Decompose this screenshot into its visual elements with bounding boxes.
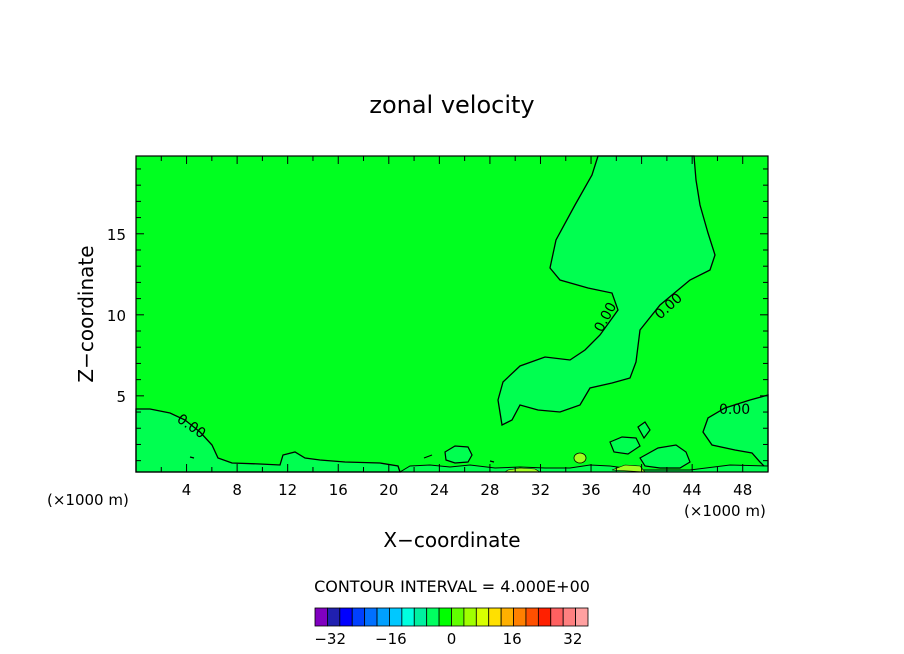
x-tick-label: 40 xyxy=(632,481,651,499)
x-tick-label: 4 xyxy=(182,481,192,499)
x-tick-label: 8 xyxy=(232,481,242,499)
x-unit-right: (×1000 m) xyxy=(684,502,766,520)
colorbar-swatch xyxy=(475,607,490,627)
contour-island-3 xyxy=(639,444,691,469)
colorbar-swatch xyxy=(426,607,440,627)
chart-title: zonal velocity xyxy=(369,91,534,119)
colorbar-tick-label: −32 xyxy=(314,630,346,648)
colorbar-swatch xyxy=(562,607,576,627)
contour-island-1 xyxy=(444,445,473,464)
axis-ticks xyxy=(136,156,768,472)
colorbar-swatch xyxy=(413,607,428,627)
x-tick-label: 48 xyxy=(733,481,752,499)
x-tick-label: 44 xyxy=(683,481,702,499)
colorbar-swatch xyxy=(488,607,502,627)
plot-frame xyxy=(135,155,769,473)
x-unit-left: (×1000 m) xyxy=(47,491,129,509)
contour-label: 0.00 xyxy=(719,402,750,418)
colorbar-swatch xyxy=(537,607,552,627)
x-tick-label: 36 xyxy=(581,481,600,499)
colorbar-tick-labels: −32 −16 0 16 32 xyxy=(314,630,582,648)
contour-island-4 xyxy=(637,421,651,440)
colorbar-swatch xyxy=(550,607,564,627)
positive-patch-1 xyxy=(573,452,587,464)
colorbar-tick-label: 32 xyxy=(563,630,582,648)
y-tick-label: 10 xyxy=(107,307,126,325)
colorbar-swatch xyxy=(314,607,328,627)
contour-region-upper-right xyxy=(497,155,716,426)
x-tick-label: 32 xyxy=(531,481,550,499)
y-tick-label: 5 xyxy=(116,388,126,406)
colorbar-tick-label: −16 xyxy=(375,630,407,648)
colorbar-tick-label: 16 xyxy=(503,630,522,648)
contour-layer xyxy=(135,155,769,473)
positive-patch-2 xyxy=(611,464,646,473)
colorbar-swatch xyxy=(327,607,341,627)
contour-tick-a xyxy=(423,454,433,459)
y-tick-label: 15 xyxy=(107,226,126,244)
x-tick-label: 16 xyxy=(329,481,348,499)
colorbar-swatch xyxy=(513,607,527,627)
colorbar-swatch xyxy=(376,607,390,627)
colorbar-swatch xyxy=(525,607,539,627)
y-axis-label: Z−coordinate xyxy=(74,245,98,382)
x-tick-label: 24 xyxy=(430,481,449,499)
y-tick-labels: 5 10 15 xyxy=(107,226,126,406)
x-tick-label: 28 xyxy=(480,481,499,499)
colorbar-swatch xyxy=(351,607,366,627)
colorbar-swatch xyxy=(500,607,514,627)
colorbar-swatch xyxy=(339,607,353,627)
colorbar-swatch xyxy=(451,607,465,627)
colorbar-swatch xyxy=(438,607,452,627)
x-tick-label: 20 xyxy=(379,481,398,499)
colorbar-swatch xyxy=(575,607,589,627)
contour-interval-text: CONTOUR INTERVAL = 4.000E+00 xyxy=(314,577,590,596)
contour-tick-c xyxy=(489,460,495,463)
x-tick-label: 12 xyxy=(278,481,297,499)
contour-region-left xyxy=(135,408,401,473)
colorbar xyxy=(314,607,589,627)
colorbar-swatch xyxy=(401,607,415,627)
x-tick-labels: 4 8 12 16 20 24 28 32 36 40 44 48 xyxy=(182,481,752,499)
colorbar-swatch xyxy=(389,607,403,627)
contour-region-lower-right xyxy=(702,394,769,472)
x-axis-label: X−coordinate xyxy=(383,528,520,552)
colorbar-swatch xyxy=(364,607,378,627)
contour-tick-b xyxy=(189,456,195,459)
contour-island-2 xyxy=(609,436,641,455)
colorbar-swatch xyxy=(463,607,477,627)
colorbar-tick-label: 0 xyxy=(447,630,457,648)
